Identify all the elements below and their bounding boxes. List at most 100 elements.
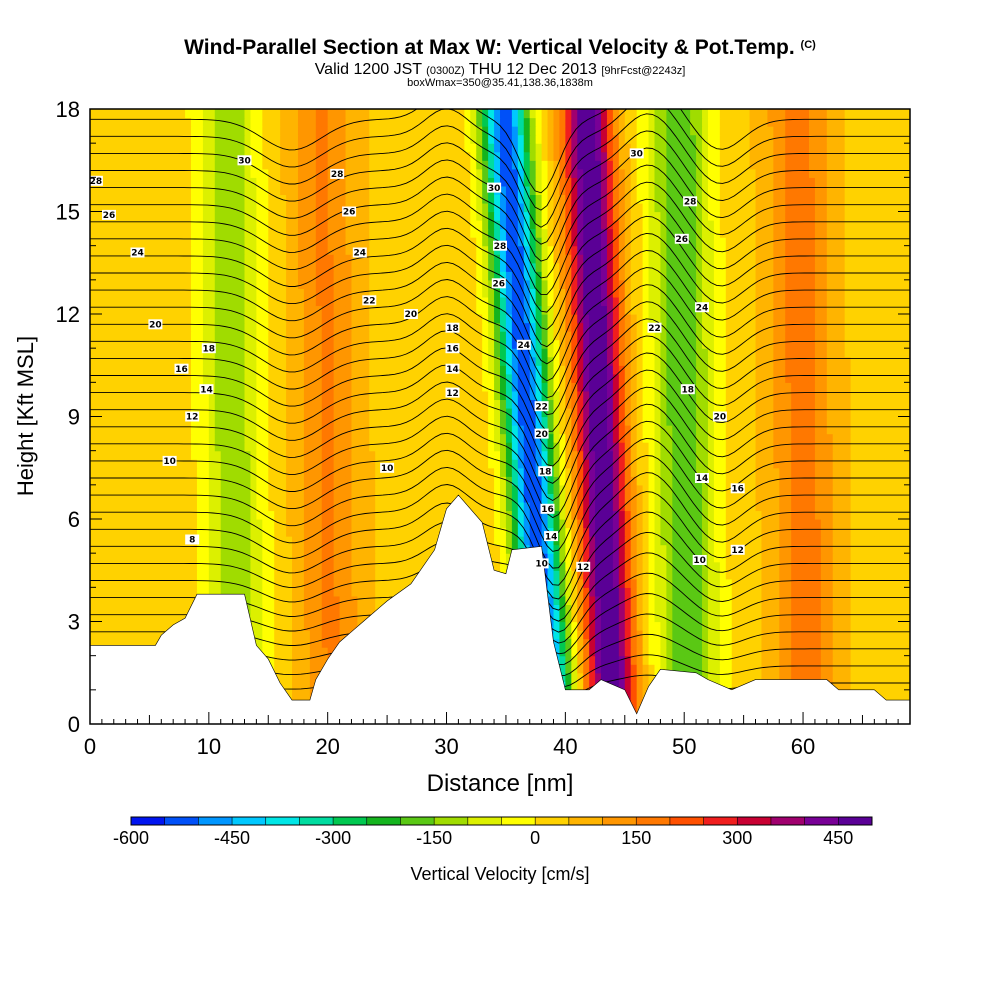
- velocity-cell: [286, 493, 293, 503]
- velocity-cell: [208, 578, 216, 588]
- velocity-cell: [309, 476, 317, 486]
- velocity-cell: [238, 416, 246, 426]
- velocity-cell: [838, 630, 846, 640]
- velocity-cell: [274, 442, 281, 452]
- velocity-cell: [446, 493, 454, 503]
- velocity-cell: [226, 416, 234, 426]
- velocity-cell: [416, 459, 424, 469]
- velocity-cell: [232, 493, 240, 503]
- velocity-cell: [761, 527, 768, 537]
- velocity-cell: [666, 578, 673, 588]
- velocity-cell: [684, 544, 691, 554]
- velocity-cell: [297, 595, 305, 606]
- velocity-cell: [785, 647, 792, 657]
- velocity-cell: [862, 510, 869, 520]
- velocity-cell: [119, 621, 127, 631]
- velocity-cell: [226, 484, 234, 494]
- velocity-cell: [274, 570, 281, 580]
- velocity-cell: [844, 484, 852, 494]
- velocity-cell: [803, 638, 810, 648]
- velocity-cell: [773, 604, 780, 614]
- velocity-cell: [779, 501, 786, 512]
- velocity-cell: [393, 425, 400, 435]
- velocity-cell: [702, 561, 709, 571]
- velocity-cell: [707, 672, 715, 682]
- velocity-cell: [244, 425, 252, 435]
- velocity-cell: [143, 536, 151, 546]
- velocity-cell: [238, 578, 246, 588]
- velocity-cell: [185, 476, 192, 486]
- velocity-cell: [589, 510, 596, 520]
- velocity-cell: [630, 647, 638, 657]
- velocity-cell: [767, 416, 774, 426]
- velocity-cell: [767, 621, 774, 631]
- velocity-cell: [381, 587, 388, 597]
- velocity-cell: [262, 433, 269, 443]
- velocity-cell: [345, 416, 353, 426]
- velocity-cell: [707, 561, 715, 571]
- velocity-cell: [250, 570, 257, 580]
- velocity-cell: [892, 501, 899, 512]
- velocity-cell: [725, 570, 733, 580]
- velocity-cell: [678, 484, 685, 494]
- velocity-cell: [785, 630, 792, 640]
- velocity-cell: [125, 467, 133, 477]
- velocity-cell: [321, 501, 329, 512]
- velocity-cell: [571, 553, 578, 563]
- velocity-cell: [149, 484, 156, 494]
- velocity-cell: [244, 519, 252, 529]
- velocity-cell: [505, 476, 513, 486]
- velocity-cell: [850, 467, 858, 477]
- velocity-cell: [571, 604, 578, 614]
- velocity-cell: [101, 476, 109, 486]
- velocity-cell: [761, 501, 768, 512]
- velocity-cell: [398, 493, 406, 503]
- velocity-cell: [595, 570, 602, 580]
- velocity-cell: [565, 493, 572, 503]
- velocity-cell: [185, 561, 192, 571]
- velocity-cell: [630, 561, 638, 571]
- velocity-cell: [303, 630, 311, 640]
- velocity-cell: [500, 527, 507, 537]
- velocity-cell: [636, 664, 644, 674]
- velocity-cell: [333, 519, 341, 529]
- velocity-cell: [892, 595, 899, 606]
- velocity-cell: [803, 655, 810, 665]
- velocity-cell: [761, 647, 768, 657]
- velocity-cell: [226, 459, 234, 469]
- velocity-cell: [214, 442, 222, 452]
- velocity-cell: [214, 433, 222, 443]
- velocity-cell: [161, 527, 168, 537]
- velocity-cell: [808, 536, 816, 546]
- velocity-cell: [820, 561, 828, 571]
- velocity-cell: [393, 587, 400, 597]
- velocity-cell: [773, 450, 780, 460]
- velocity-cell: [606, 433, 614, 443]
- velocity-cell: [155, 459, 162, 469]
- velocity-cell: [880, 450, 887, 460]
- velocity-cell: [630, 630, 638, 640]
- velocity-cell: [892, 493, 899, 503]
- velocity-cell: [303, 689, 311, 699]
- velocity-cell: [303, 425, 311, 435]
- velocity-cell: [797, 493, 804, 503]
- velocity-cell: [814, 621, 822, 631]
- velocity-cell: [553, 604, 561, 614]
- velocity-cell: [208, 416, 216, 426]
- velocity-cell: [179, 553, 186, 563]
- velocity-cell: [214, 467, 222, 477]
- velocity-cell: [143, 493, 151, 503]
- velocity-cell: [892, 467, 899, 477]
- velocity-cell: [95, 510, 103, 520]
- velocity-cell: [874, 570, 881, 580]
- velocity-cell: [345, 570, 353, 580]
- velocity-cell: [678, 467, 685, 477]
- velocity-cell: [761, 664, 768, 674]
- velocity-cell: [541, 459, 549, 469]
- velocity-cell: [559, 476, 566, 486]
- velocity-cell: [589, 442, 596, 452]
- velocity-cell: [286, 544, 293, 554]
- velocity-cell: [672, 476, 679, 486]
- velocity-cell: [244, 587, 252, 597]
